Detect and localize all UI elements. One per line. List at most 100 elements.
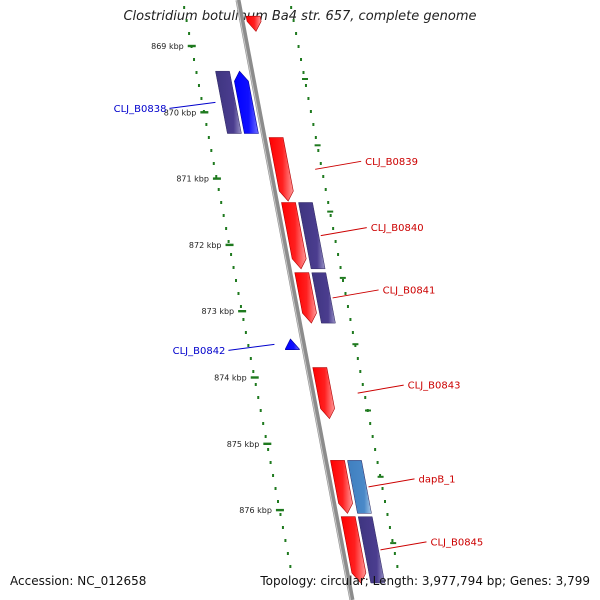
ruler-dot-right [312, 123, 315, 126]
ruler-dot-right [386, 513, 389, 516]
ruler-dot-right [290, 6, 293, 9]
ruler-dot-right [369, 422, 372, 425]
ruler-dot-right [307, 97, 310, 100]
ruler-dot-left [207, 136, 210, 139]
ruler-dot-left [188, 32, 191, 35]
gene-label-clj-b0840: CLJ_B0840 [371, 223, 424, 234]
topology-text: Topology: circular; Length: 3,977,794 bp… [260, 574, 590, 588]
gene-arrow-clj-b0840 [281, 202, 307, 270]
gene-label-leader-clj-b0842 [228, 343, 275, 351]
ruler-dot-left [249, 357, 252, 360]
gene-label-clj-b0838: CLJ_B0838 [114, 104, 167, 115]
ruler-dot-right [396, 565, 399, 568]
ruler-dot-right [376, 461, 379, 464]
ruler-tick-right [302, 78, 309, 80]
ruler-dot-left [289, 565, 292, 568]
ruler-dot-left [244, 331, 247, 334]
gene-region-bar-dapb-1 [347, 460, 372, 514]
gene-arrow-clj-b0845 [340, 516, 367, 584]
ruler-tick [275, 508, 284, 512]
ruler-tick [263, 442, 272, 445]
gene-region-bar-clj-b0845 [357, 516, 386, 584]
ruler-dot-left [183, 6, 186, 9]
ruler-layer: 869 kbp 870 kbp 871 kbp 872 kbp 873 kbp 874 k… [151, 6, 399, 568]
ruler-dot-left [237, 292, 240, 295]
ruler-dot-right [295, 32, 298, 35]
gene-arrow-unnamed [245, 15, 262, 32]
ruler-dot-left [269, 461, 272, 464]
ruler-tick-right [390, 542, 397, 545]
ruler-dot-right [334, 240, 337, 243]
ruler-dot-right [292, 19, 295, 22]
ruler-dot-left [220, 201, 223, 204]
ruler-dot-right [337, 253, 340, 256]
ruler-dot-left [232, 266, 235, 269]
ruler-dot-right [304, 84, 307, 87]
ruler-tick-right [352, 343, 359, 346]
ruler-dot-left [185, 19, 188, 22]
ruler-dot-right [349, 318, 352, 321]
ruler-tick [225, 243, 234, 247]
ruler-dot-right [393, 552, 396, 555]
ruler-dot-right [356, 357, 359, 360]
gene-label-dapb-1: dapB_1 [419, 474, 456, 485]
gene-label-clj-b0843: CLJ_B0843 [408, 381, 461, 392]
ruler-dot-left [230, 253, 233, 256]
gene-arrow-clj-b0841 [294, 272, 317, 324]
ruler-dot-left [277, 500, 279, 503]
ruler-dot-right [354, 344, 357, 347]
ruler-tick-label: 873 kbp [202, 307, 235, 316]
ruler-dot-left [252, 370, 255, 373]
ruler-dot-left [262, 422, 265, 425]
ruler-dot-left [281, 526, 284, 529]
ruler-tick-right [327, 210, 334, 213]
ruler-dot-right [309, 110, 312, 113]
ruler-dot-left [257, 396, 260, 399]
ruler-dot-right [371, 435, 374, 438]
ruler-tick-label: 875 kbp [227, 440, 260, 449]
ruler-dot-left [272, 474, 275, 477]
ruler-dot-right [332, 227, 335, 230]
ruler-dot-left [239, 305, 242, 308]
gene-label-clj-b0842: CLJ_B0842 [173, 346, 226, 357]
gene-label-leader-clj-b0843 [357, 384, 404, 394]
ruler-dot-left [205, 123, 208, 126]
ruler-dot-right [314, 136, 317, 139]
accession-text: Accession: NC_012658 [10, 574, 147, 588]
ruler-tick-right [364, 409, 371, 412]
feature-layer [215, 15, 386, 584]
ruler-tick-label: 871 kbp [176, 175, 209, 184]
gene-label-clj-b0841: CLJ_B0841 [383, 285, 436, 296]
ruler-tick-label: 870 kbp [164, 108, 197, 117]
gene-arrow-clj-b0842 [284, 338, 300, 351]
ruler-dot-right [374, 448, 377, 451]
ruler-tick-right [314, 144, 321, 147]
ruler-tick [200, 111, 209, 114]
gene-region-bar-clj-b0840 [298, 202, 326, 270]
ruler-dot-left [235, 279, 238, 282]
genome-backbone [235, 0, 355, 600]
ruler-dot-left [215, 175, 218, 178]
gene-region-bar-clj-b0838 [215, 70, 242, 134]
ruler-dot-left [200, 97, 203, 100]
gene-arrow-clj-b0843 [312, 367, 335, 420]
ruler-dot-left [225, 227, 228, 230]
ruler-dot-right [381, 487, 384, 490]
ruler-dot-right [324, 188, 327, 191]
gene-label-clj-b0839: CLJ_B0839 [365, 157, 418, 168]
gene-label-leader-clj-b0839 [315, 160, 362, 170]
ruler-tick-label: 872 kbp [189, 241, 222, 250]
ruler-tick [187, 44, 196, 48]
ruler-dot-left [274, 487, 277, 490]
ruler-dot-right [379, 474, 382, 477]
ruler-tick [212, 177, 221, 180]
ruler-tick-label: 869 kbp [151, 42, 184, 51]
ruler-dot-right [364, 396, 367, 399]
ruler-dot-right [359, 370, 362, 373]
gene-arrow-clj-b0839 [268, 137, 294, 202]
ruler-dot-left [222, 214, 225, 217]
ruler-dot-right [297, 45, 300, 48]
ruler-dot-right [388, 526, 391, 529]
